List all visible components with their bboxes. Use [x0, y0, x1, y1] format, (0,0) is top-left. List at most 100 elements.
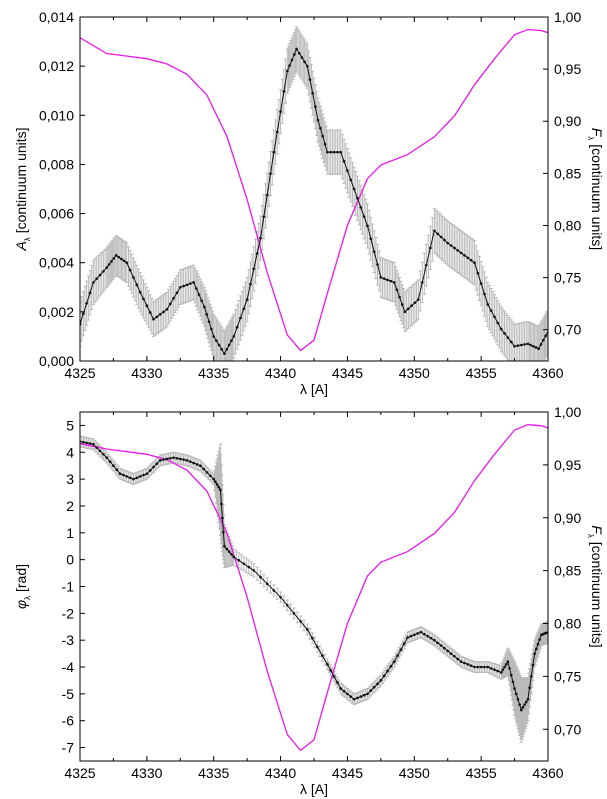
y-tick-label: -1: [62, 579, 75, 595]
data-point: [436, 232, 439, 236]
data-point: [105, 456, 109, 459]
data-point: [172, 297, 175, 300]
data-point: [400, 303, 404, 306]
data-point: [516, 344, 520, 347]
data-point: [175, 291, 179, 295]
data-point: [382, 674, 386, 678]
data-point: [135, 476, 139, 480]
data-point: [433, 229, 436, 233]
data-point: [469, 258, 473, 262]
y2-tick-label: 0,70: [554, 322, 581, 338]
data-point: [526, 697, 530, 701]
x-tick-label: 4345: [332, 365, 363, 381]
data-point: [483, 292, 486, 296]
y2-tick-label: 0,75: [554, 668, 581, 684]
data-point: [145, 472, 149, 476]
data-point: [446, 241, 450, 245]
data-point: [279, 110, 282, 113]
data-point: [506, 336, 510, 339]
data-point: [202, 467, 205, 471]
data-point: [399, 648, 403, 651]
data-point: [496, 669, 500, 673]
plot-area: [80, 26, 548, 361]
data-point: [499, 671, 503, 674]
data-point: [386, 669, 389, 673]
data-point: [439, 235, 443, 239]
data-point: [217, 343, 221, 347]
data-point: [456, 249, 460, 252]
data-point: [203, 305, 206, 309]
data-point: [513, 687, 516, 690]
chart-panel-bottom: 4325 4330 4335 4340 4345 4350 4355 4360-7-6-5-4…: [13, 404, 605, 797]
data-point: [308, 78, 312, 81]
data-point: [197, 293, 201, 296]
y2-tick-label: 0,90: [554, 510, 581, 526]
data-point: [535, 647, 538, 651]
y-tick-label: -7: [62, 740, 75, 756]
data-point: [115, 468, 119, 472]
data-point: [249, 282, 252, 286]
data-point: [95, 277, 99, 280]
data-point: [332, 675, 336, 678]
data-point: [416, 632, 419, 635]
data-point: [192, 281, 195, 284]
data-point: [499, 327, 503, 331]
data-point: [112, 464, 115, 467]
data-point: [349, 178, 353, 182]
data-point: [189, 282, 192, 285]
data-point: [220, 502, 223, 506]
data-point: [362, 215, 366, 218]
data-point: [544, 334, 547, 338]
data-point: [346, 692, 349, 696]
data-point: [219, 488, 222, 492]
data-point: [223, 352, 226, 355]
data-point: [459, 251, 463, 255]
x-tick-label: 4330: [131, 765, 162, 781]
data-point: [332, 150, 336, 154]
data-point: [443, 646, 446, 650]
data-point: [326, 663, 329, 666]
data-point: [252, 569, 256, 572]
error-bars: [80, 26, 548, 361]
data-point: [120, 257, 123, 261]
data-point: [200, 299, 203, 303]
data-point: [433, 638, 436, 642]
data-point: [493, 315, 496, 319]
data-point: [221, 516, 224, 520]
y-axis-label-suffix: [rad]: [13, 564, 29, 596]
data-point: [235, 325, 239, 329]
data-point: [446, 649, 450, 653]
y-tick-label: 0,014: [39, 9, 74, 25]
data-point: [155, 462, 159, 465]
y2-tick-label: 0,85: [554, 563, 581, 579]
data-point: [292, 612, 296, 615]
data-point: [102, 452, 105, 456]
data-point: [199, 464, 202, 467]
data-point: [329, 150, 333, 154]
y-axis-label: Aλ [continuum units]: [13, 127, 32, 251]
data-point: [466, 663, 470, 666]
data-point: [242, 307, 246, 311]
data-point: [227, 343, 231, 347]
data-point: [195, 287, 198, 290]
data-point: [214, 480, 217, 484]
y2-tick-label: 0,85: [554, 165, 581, 181]
y2-tick-label: 0,80: [554, 217, 581, 233]
x-tick-label: 4350: [399, 365, 430, 381]
data-point: [288, 64, 291, 67]
data-point: [396, 654, 399, 657]
data-point: [189, 460, 192, 463]
y-tick-label: 4: [66, 444, 74, 460]
data-point: [303, 60, 306, 64]
data-point: [142, 297, 145, 301]
data-point: [376, 263, 379, 266]
data-point: [503, 665, 506, 669]
y-tick-label: -5: [62, 686, 75, 702]
data-point: [152, 317, 155, 321]
x-tick-label: 4350: [399, 765, 430, 781]
data-point: [168, 457, 172, 460]
data-point: [346, 169, 349, 172]
data-point: [425, 263, 428, 267]
data-point: [421, 281, 424, 284]
